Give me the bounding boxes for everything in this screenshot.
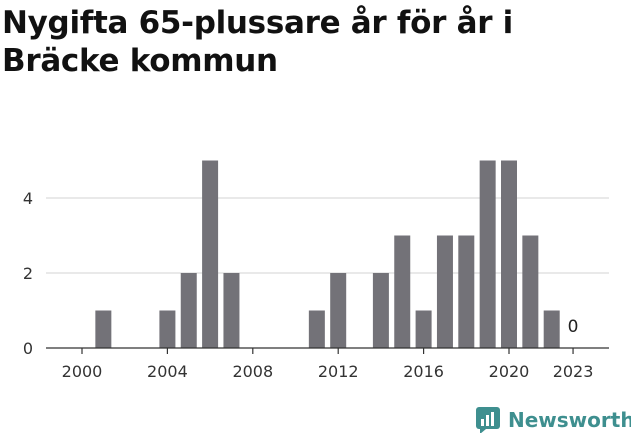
bar <box>501 160 517 348</box>
y-tick-label: 2 <box>23 264 33 283</box>
y-tick-label: 0 <box>23 339 33 358</box>
bar-chart: 0 2 4 2000 2004 2008 2012 2016 2020 2023 0 <box>23 160 609 381</box>
bar <box>95 310 112 348</box>
bar <box>522 235 539 348</box>
x-tick-label: 2016 <box>403 362 444 381</box>
x-tick-label: 2012 <box>318 362 359 381</box>
bar <box>394 235 411 348</box>
bar <box>202 160 219 348</box>
x-tick-label: 2000 <box>62 362 103 381</box>
bar <box>180 273 197 348</box>
newsworthy-logo-icon <box>476 407 500 433</box>
x-tick-label: 2023 <box>553 362 594 381</box>
bar <box>479 160 496 348</box>
x-tick-label: 2020 <box>489 362 530 381</box>
y-tick-label: 4 <box>23 189 33 208</box>
data-label: 0 <box>568 317 579 337</box>
bar <box>223 273 240 348</box>
bar <box>330 273 347 348</box>
bar <box>543 310 560 348</box>
bar <box>308 310 325 348</box>
x-tick-label: 2008 <box>232 362 273 381</box>
bar <box>372 273 389 348</box>
bar <box>159 310 176 348</box>
brand-name: Newsworthy <box>508 408 631 432</box>
bar <box>458 235 475 348</box>
bar <box>415 310 432 348</box>
chart-title: Nygifta 65-plussare år för år i Bräcke k… <box>2 5 513 79</box>
x-tick-label: 2004 <box>147 362 188 381</box>
brand-logo[interactable]: Newsworthy <box>476 407 631 433</box>
bar <box>436 235 453 348</box>
